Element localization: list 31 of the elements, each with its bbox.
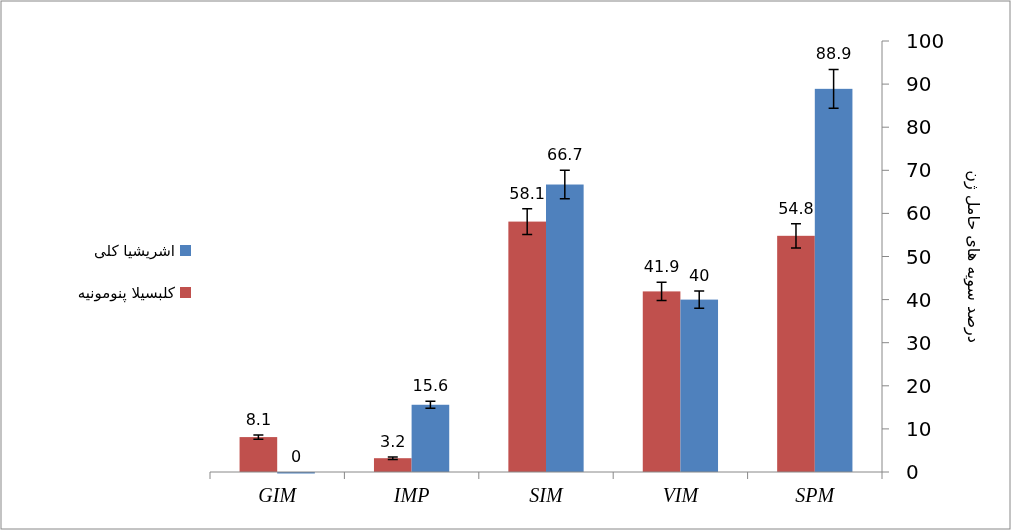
data-label: 41.9 bbox=[643, 257, 680, 277]
data-label: 8.1 bbox=[245, 409, 272, 429]
x-tick-label: SIM bbox=[529, 484, 564, 506]
y-tick-label: 20 bbox=[906, 373, 932, 398]
y-tick-label: 70 bbox=[906, 158, 932, 183]
data-label: 54.8 bbox=[778, 198, 814, 218]
data-label: 58.1 bbox=[509, 183, 545, 203]
y-axis-title: درصد سویه های حامل ژن bbox=[963, 170, 983, 343]
data-label: 40 bbox=[689, 265, 710, 285]
y-tick-label: 100 bbox=[906, 29, 945, 53]
y-tick-label: 40 bbox=[906, 287, 932, 312]
y-tick-label: 0 bbox=[906, 460, 919, 484]
x-tick-label: SPM bbox=[795, 484, 836, 506]
x-tick-label: VIM bbox=[662, 484, 700, 506]
x-tick-label: IMP bbox=[392, 484, 430, 506]
y-tick-label: 60 bbox=[906, 201, 932, 226]
y-tick-label: 30 bbox=[906, 330, 932, 355]
legend-label: کلبسیلا پنومونیه bbox=[77, 284, 176, 303]
y-tick-label: 80 bbox=[906, 115, 932, 140]
y-tick-label: 10 bbox=[906, 416, 932, 441]
data-label: 66.7 bbox=[547, 145, 583, 165]
data-label: 88.9 bbox=[815, 44, 852, 64]
legend-label: اشریشیا کلی bbox=[93, 242, 175, 260]
data-label: 15.6 bbox=[412, 376, 449, 396]
legend-item: کلبسیلا پنومونیه bbox=[77, 284, 191, 302]
data-label: 3.2 bbox=[380, 431, 406, 451]
data-label: 0 bbox=[290, 447, 302, 466]
x-tick-label: GIM bbox=[258, 484, 298, 506]
y-tick-label: 50 bbox=[906, 244, 932, 269]
legend-item: اشریشیا کلی bbox=[93, 242, 191, 260]
y-tick-label: 90 bbox=[906, 72, 932, 97]
